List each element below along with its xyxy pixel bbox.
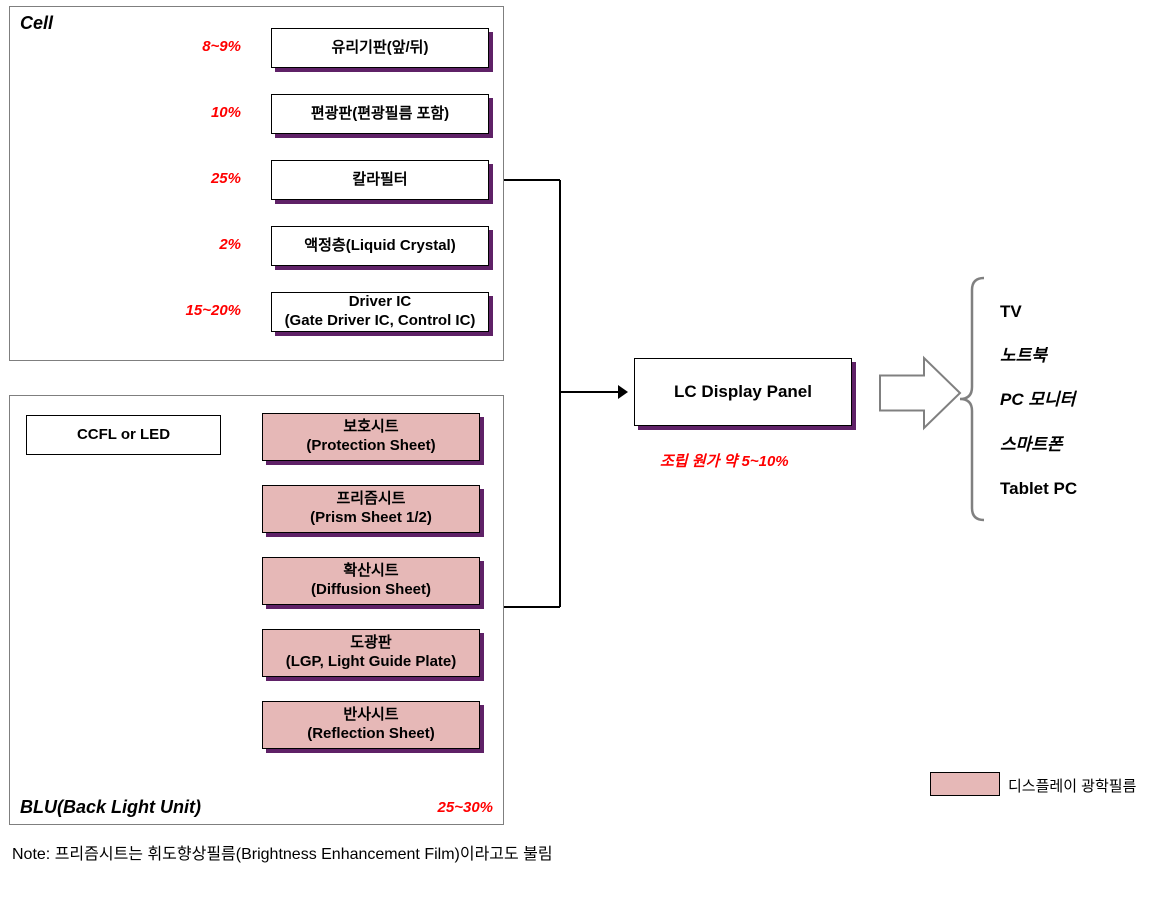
blu-item-box: 프리즘시트(Prism Sheet 1/2) xyxy=(262,485,480,533)
blu-panel-pct: 25~30% xyxy=(438,799,493,816)
output-item: Tablet PC xyxy=(1000,467,1077,511)
blu-item-box: 확산시트(Diffusion Sheet) xyxy=(262,557,480,605)
blu-panel-title: BLU(Back Light Unit) xyxy=(20,797,201,818)
legend-label: 디스플레이 광학필름 xyxy=(1008,775,1136,796)
output-item: PC 모니터 xyxy=(1000,378,1077,422)
cell-item-box: 유리기판(앞/뒤) xyxy=(271,28,489,68)
cell-item-pct: 25% xyxy=(0,170,241,187)
ccfl-led-label: CCFL or LED xyxy=(26,415,221,455)
legend-swatch xyxy=(930,772,1000,796)
footnote: Note: 프리즘시트는 휘도향상필름(Brightness Enhanceme… xyxy=(12,840,553,864)
cell-panel-title: Cell xyxy=(20,13,53,34)
cell-item-label: 칼라필터 xyxy=(271,160,489,200)
lc-display-label-text: LC Display Panel xyxy=(674,381,812,402)
cell-item-box: 편광판(편광필름 포함) xyxy=(271,94,489,134)
lc-display-panel-box: LC Display Panel xyxy=(634,358,852,426)
cell-item-label: 유리기판(앞/뒤) xyxy=(271,28,489,68)
cell-item-box: 액정층(Liquid Crystal) xyxy=(271,226,489,266)
cell-item-label: 액정층(Liquid Crystal) xyxy=(271,226,489,266)
cell-item-pct: 8~9% xyxy=(0,38,241,55)
cell-item-label: 편광판(편광필름 포함) xyxy=(271,94,489,134)
ccfl-led-box: CCFL or LED xyxy=(26,415,221,455)
blu-item-label: 확산시트(Diffusion Sheet) xyxy=(262,557,480,605)
output-item: 노트북 xyxy=(1000,334,1077,378)
lc-display-panel-label: LC Display Panel xyxy=(634,358,852,426)
cell-item-pct: 2% xyxy=(0,236,241,253)
blu-item-label: 보호시트(Protection Sheet) xyxy=(262,413,480,461)
blu-item-box: 반사시트(Reflection Sheet) xyxy=(262,701,480,749)
cell-item-label: Driver IC(Gate Driver IC, Control IC) xyxy=(271,292,489,332)
cell-item-pct: 10% xyxy=(0,104,241,121)
outputs-list: TV노트북PC 모니터스마트폰Tablet PC xyxy=(1000,290,1077,511)
cell-item-box: Driver IC(Gate Driver IC, Control IC) xyxy=(271,292,489,332)
blu-item-box: 도광판(LGP, Light Guide Plate) xyxy=(262,629,480,677)
cell-item-box: 칼라필터 xyxy=(271,160,489,200)
output-item: TV xyxy=(1000,290,1077,334)
blu-item-label: 반사시트(Reflection Sheet) xyxy=(262,701,480,749)
blu-item-label: 도광판(LGP, Light Guide Plate) xyxy=(262,629,480,677)
cell-item-pct: 15~20% xyxy=(0,302,241,319)
blu-item-label: 프리즘시트(Prism Sheet 1/2) xyxy=(262,485,480,533)
assembly-cost-note: 조립 원가 약 5~10% xyxy=(660,450,789,471)
output-item: 스마트폰 xyxy=(1000,423,1077,467)
blu-item-box: 보호시트(Protection Sheet) xyxy=(262,413,480,461)
